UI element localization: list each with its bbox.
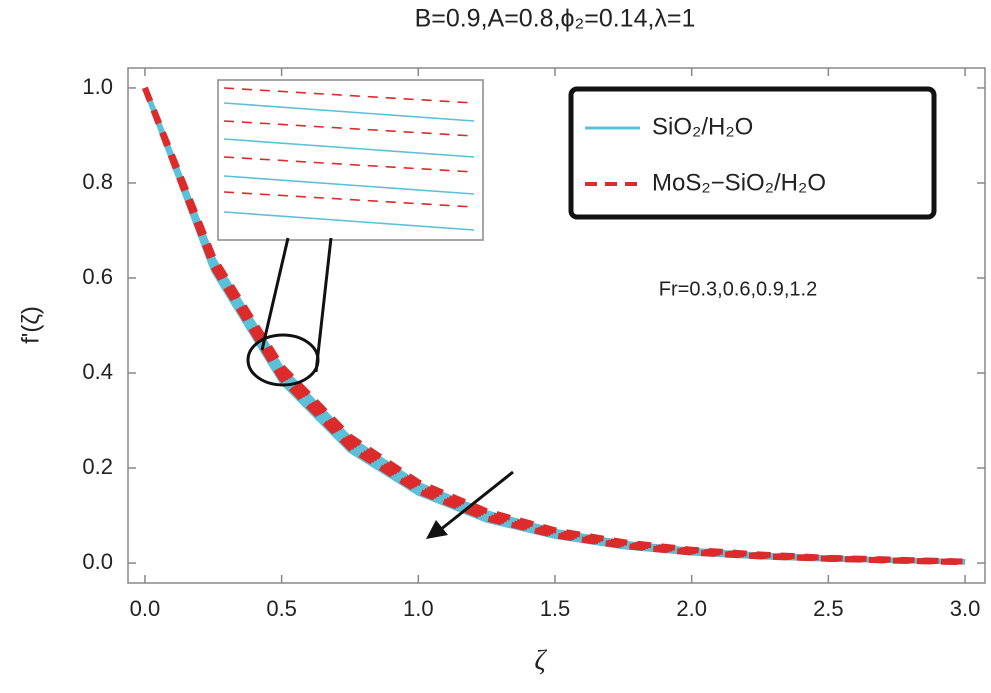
plot-area	[142, 86, 966, 566]
inset-line	[223, 87, 475, 104]
x-tick-label: 2.0	[676, 596, 707, 621]
x-axis-label: ζ	[534, 645, 547, 676]
x-tick-label: 1.5	[540, 596, 571, 621]
y-axis-label: f'(ζ)	[17, 306, 44, 344]
y-tick-label: 0.0	[82, 549, 113, 574]
legend: SiO₂/H₂O MoS₂−SiO₂/H₂O	[585, 113, 826, 196]
connector	[314, 237, 333, 373]
legend-box	[568, 86, 937, 220]
inset-line	[223, 191, 475, 208]
inset-lines	[223, 87, 475, 231]
inset-line	[223, 175, 475, 195]
y-tick-label: 0.8	[82, 169, 113, 194]
inset-frame	[217, 79, 484, 241]
connector	[260, 237, 290, 351]
y-tick-label: 0.6	[82, 264, 113, 289]
y-tick-label: 0.2	[82, 454, 113, 479]
annotation: Fr=0.3,0.6,0.9,1.2	[659, 278, 817, 300]
plot-frame	[127, 67, 986, 584]
series-line	[142, 86, 966, 565]
y-tick-label: 0.4	[82, 359, 113, 384]
x-tick-label: 0.0	[130, 596, 161, 621]
inset-line	[223, 138, 475, 158]
arrow-head	[426, 520, 448, 539]
inset	[217, 79, 484, 373]
inset-line	[223, 120, 475, 137]
zoom-ellipse	[246, 333, 320, 387]
inset-line	[223, 211, 475, 231]
legend-label: SiO₂/H₂O	[652, 113, 753, 140]
y-tick-label: 1.0	[82, 74, 113, 99]
x-tick-label: 0.5	[266, 596, 297, 621]
x-tick-label: 1.0	[403, 596, 434, 621]
inset-line	[223, 102, 475, 122]
inset-line	[223, 156, 475, 173]
chart-title: B=0.9,A=0.8,ϕ₂=0.14,λ=1	[415, 5, 696, 33]
legend-label: MoS₂−SiO₂/H₂O	[652, 169, 826, 196]
x-tick-label: 2.5	[813, 596, 844, 621]
series-line	[142, 86, 966, 566]
arrow-shaft	[439, 470, 514, 532]
x-tick-label: 3.0	[950, 596, 981, 621]
arrow	[426, 470, 514, 539]
